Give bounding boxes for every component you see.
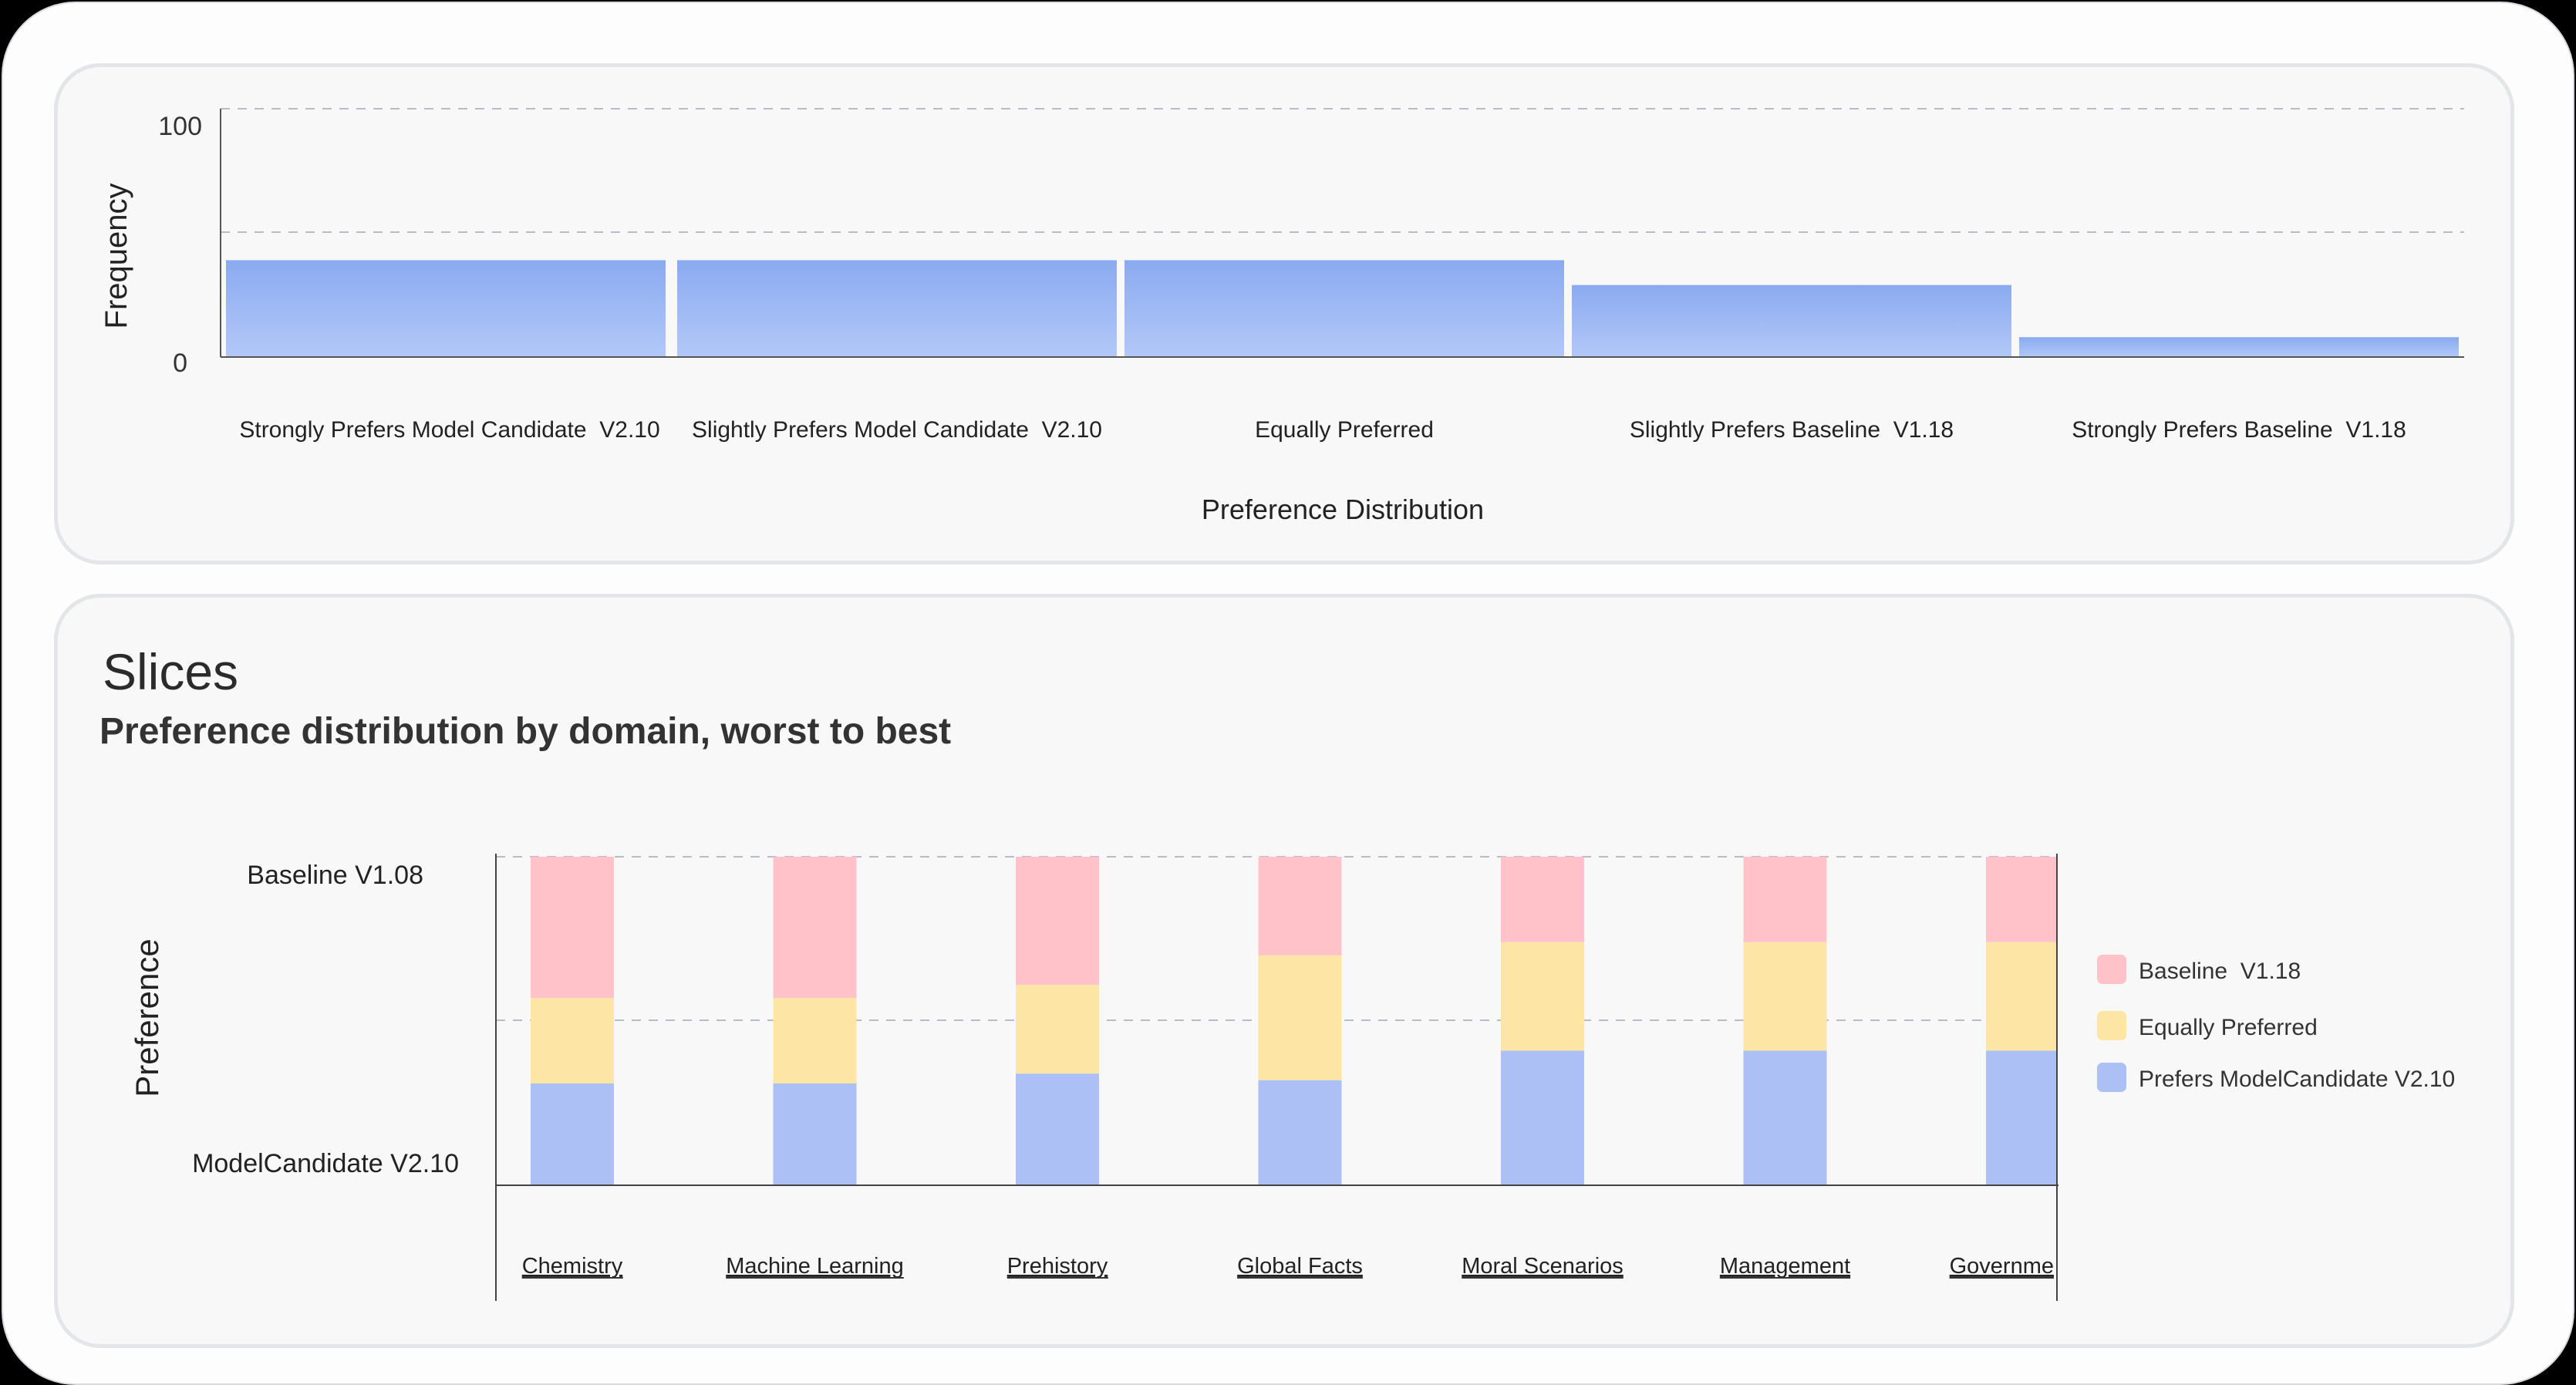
frequency-bar xyxy=(1572,285,2011,357)
x-tick-label[interactable]: Machine Learning xyxy=(726,1254,904,1279)
legend-label: Equally Preferred xyxy=(2139,1015,2318,1040)
stacked-bar-segment xyxy=(1743,857,1827,942)
stacked-bar-segment xyxy=(773,998,857,1083)
legend-label: Prefers ModelCandidate V2.10 xyxy=(2139,1067,2455,1092)
stacked-bar-segment xyxy=(773,857,857,999)
stacked-bar-segment xyxy=(1016,985,1099,1074)
y-axis-label: Frequency xyxy=(99,184,133,329)
y-axis-label: Preference xyxy=(129,938,165,1097)
preference-distribution-card: 100 0 Frequency Strongly Prefers Model C… xyxy=(54,63,2514,564)
x-tick-label[interactable]: Prehistory xyxy=(1007,1254,1108,1279)
legend-label: Baseline V1.18 xyxy=(2139,959,2301,984)
legend: Baseline V1.18 Equally Preferred Prefers M… xyxy=(2097,955,2455,1092)
frequency-bar xyxy=(677,260,1117,357)
stacked-bar-segment xyxy=(1501,1050,1584,1185)
frequency-bar xyxy=(226,260,666,357)
y-tick-label-candidate: ModelCandidate V2.10 xyxy=(192,1149,459,1178)
slices-title: Slices xyxy=(103,643,239,700)
frequency-bar xyxy=(2019,337,2459,357)
x-tick-label: Strongly Prefers Baseline V1.18 xyxy=(2072,417,2406,443)
x-tick-label[interactable]: Moral Scenarios xyxy=(1462,1254,1623,1279)
x-tick-label[interactable]: Management xyxy=(1720,1254,1850,1279)
x-tick-label[interactable]: Chemistry xyxy=(522,1254,623,1279)
stacked-bar-segment xyxy=(1016,857,1099,986)
slices-subtitle: Preference distribution by domain, worst… xyxy=(99,711,952,752)
x-tick-label[interactable]: Global Facts xyxy=(1237,1254,1363,1279)
legend-swatch xyxy=(2097,1011,2126,1040)
x-axis-label: Preference Distribution xyxy=(1202,494,1484,525)
stacked-bar-segment xyxy=(1986,857,2057,942)
slices-stacked-chart: Baseline V1.08 ModelCandidate V2.10 Pref… xyxy=(129,854,2455,1301)
frequency-bar-chart: 100 0 Frequency Strongly Prefers Model C… xyxy=(99,108,2464,525)
stacked-bar-segment xyxy=(531,998,614,1083)
stacked-bar-segment xyxy=(773,1083,857,1185)
x-tick-label: Equally Preferred xyxy=(1255,417,1434,443)
y-tick-label-baseline: Baseline V1.08 xyxy=(247,861,423,890)
stacked-bar-segment xyxy=(1258,955,1342,1080)
x-tick-label: Slightly Prefers Baseline V1.18 xyxy=(1630,417,1954,443)
frequency-bar xyxy=(1124,260,1564,357)
stacked-bar-segment xyxy=(1016,1073,1099,1185)
y-tick-label-min: 0 xyxy=(173,349,187,378)
stacked-bar-segment xyxy=(531,857,614,999)
stacked-bar-segment xyxy=(1501,857,1584,942)
stacked-bar-segment xyxy=(1501,942,1584,1051)
x-tick-label: Strongly Prefers Model Candidate V2.10 xyxy=(239,417,659,443)
legend-swatch xyxy=(2097,955,2126,984)
stacked-bar-segment xyxy=(1986,942,2057,1051)
stacked-bar-segment xyxy=(531,1083,614,1185)
stacked-bar-segment xyxy=(1258,1080,1342,1185)
stacked-bar-segment xyxy=(1743,942,1827,1051)
legend-swatch xyxy=(2097,1063,2126,1092)
slices-card: Slices Preference distribution by domain… xyxy=(54,594,2514,1348)
x-tick-label[interactable]: Governme xyxy=(1950,1254,2054,1279)
stacked-bar-segment xyxy=(1743,1050,1827,1185)
x-tick-label: Slightly Prefers Model Candidate V2.10 xyxy=(692,417,1102,443)
y-tick-label-max: 100 xyxy=(158,112,202,141)
stacked-bar-segment xyxy=(1986,1050,2057,1185)
stacked-bar-segment xyxy=(1258,857,1342,955)
